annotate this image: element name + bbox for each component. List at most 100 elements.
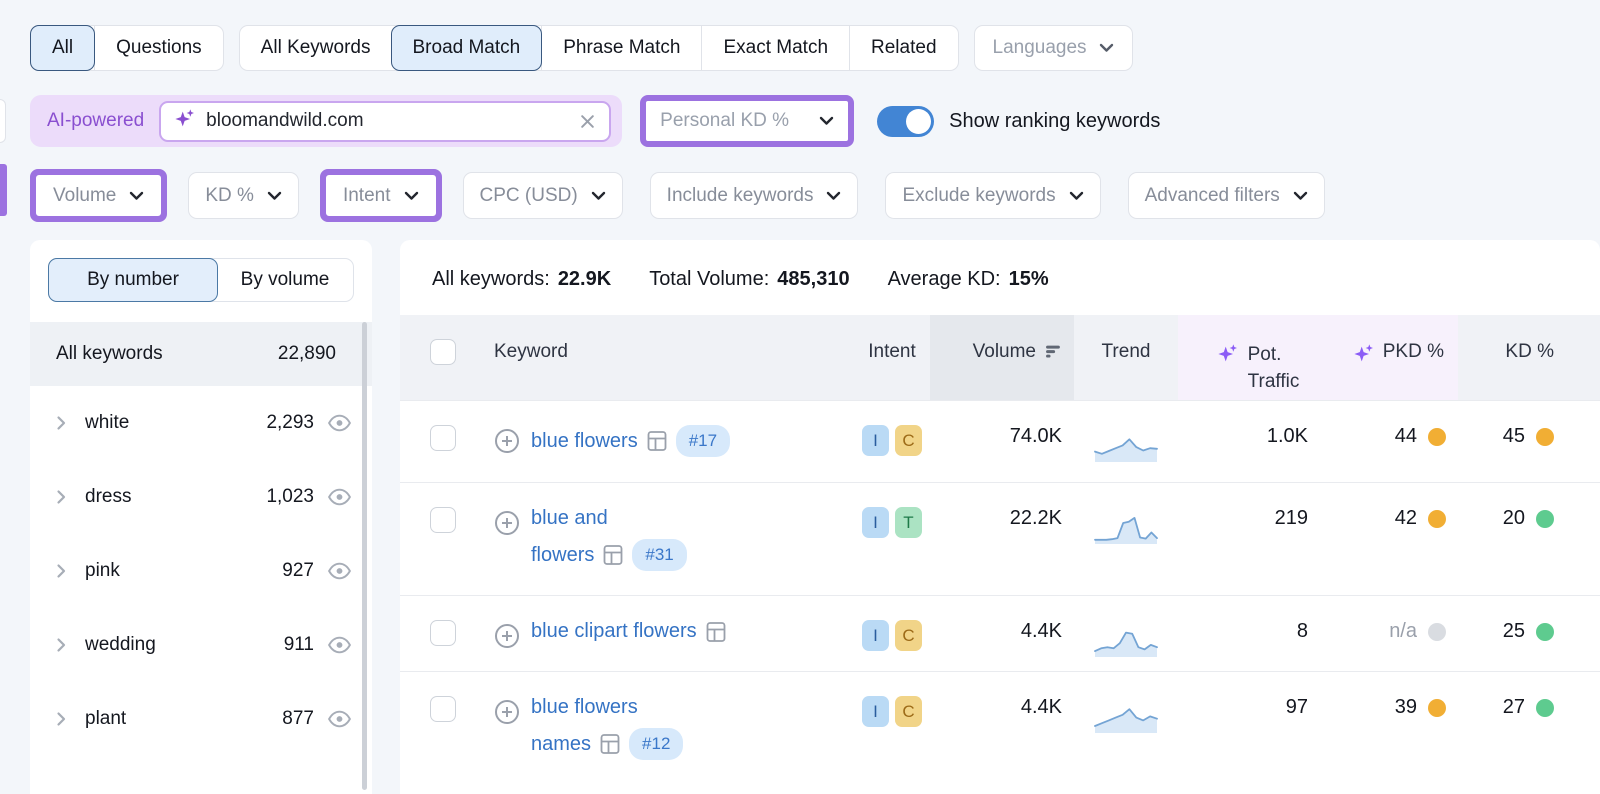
- keyword-link[interactable]: blue clipart flowers: [531, 620, 697, 642]
- column-header-keyword[interactable]: Keyword: [494, 341, 568, 362]
- chevron-right-icon[interactable]: [56, 489, 66, 505]
- eye-icon[interactable]: [327, 636, 352, 654]
- column-header-trend[interactable]: Trend: [1101, 341, 1151, 362]
- languages-dropdown[interactable]: Languages: [973, 25, 1133, 71]
- personal-kd-annotation-box: Personal KD %: [640, 95, 855, 147]
- serp-features-icon[interactable]: [600, 733, 620, 755]
- tab-questions[interactable]: Questions: [94, 26, 223, 70]
- row-checkbox-cell: [430, 507, 494, 533]
- tab-broad-match[interactable]: Broad Match: [390, 25, 543, 71]
- keyword-cell: blue flowers #17 #17: [494, 425, 854, 457]
- tab-group-match-type: All Keywords Broad Match Phrase Match Exact…: [238, 25, 959, 71]
- keyword-link-line2[interactable]: names: [531, 732, 592, 755]
- serp-features-icon[interactable]: [603, 544, 623, 566]
- kd-difficulty-dot: [1536, 427, 1554, 446]
- show-ranking-keywords-toggle[interactable]: [877, 105, 935, 137]
- eye-icon[interactable]: [327, 488, 352, 506]
- search-input[interactable]: bloomandwild.com: [159, 100, 612, 142]
- keyword-table-row: blue flowers #17 #17 IC 74.0K 1.0K 44 45: [400, 400, 1600, 482]
- row-checkbox[interactable]: [430, 620, 456, 646]
- keyword-link[interactable]: blue flowers: [531, 429, 638, 452]
- volume-cell: 74.0K: [1009, 425, 1062, 447]
- filter-dropdown-advanced-filters[interactable]: Advanced filters: [1127, 172, 1325, 219]
- summary-total-volume: Total Volume: 485,310: [649, 268, 850, 290]
- chevron-right-icon[interactable]: [56, 415, 66, 431]
- group-label: dress: [85, 486, 132, 507]
- sidebar-sort-tabs: By number By volume: [48, 258, 354, 302]
- sidebar-group-white[interactable]: white 2,293: [30, 386, 372, 460]
- chevron-right-icon[interactable]: [56, 711, 66, 727]
- column-header-volume[interactable]: Volume: [930, 315, 1074, 400]
- chevron-right-icon[interactable]: [56, 563, 66, 579]
- filter-annotation-box: CPC (USD): [457, 166, 629, 225]
- keyword-groups-sidebar: By number By volume All keywords 22,890 w…: [30, 240, 372, 794]
- all-keywords-label: All keywords: [56, 343, 163, 364]
- add-keyword-icon[interactable]: [494, 699, 520, 725]
- sidebar-tab-by-number[interactable]: By number: [48, 258, 218, 302]
- table-header: Keyword Intent Volume Trend Pot. Traffic …: [400, 315, 1600, 400]
- pkd-difficulty-dot: [1428, 427, 1446, 446]
- keywords-table-card: All keywords: 22.9K Total Volume: 485,310 …: [400, 240, 1600, 794]
- chevron-down-icon: [1293, 185, 1308, 207]
- serp-features-icon[interactable]: [706, 621, 726, 643]
- tab-related[interactable]: Related: [849, 26, 958, 70]
- group-count: 1,023: [266, 486, 314, 507]
- pkd-difficulty-dot: [1428, 622, 1446, 641]
- sidebar-scrollbar[interactable]: [362, 322, 367, 790]
- group-count: 2,293: [266, 412, 314, 433]
- column-header-pot-traffic[interactable]: Pot. Traffic: [1178, 315, 1338, 400]
- sidebar-group-dress[interactable]: dress 1,023: [30, 460, 372, 534]
- filter-dropdown-kd[interactable]: KD %: [188, 172, 299, 219]
- tab-all[interactable]: All: [30, 25, 96, 71]
- serp-features-icon[interactable]: [647, 430, 667, 452]
- row-checkbox[interactable]: [430, 696, 456, 722]
- kd-cell: 45: [1458, 425, 1570, 448]
- ranking-position-badge[interactable]: #17: [675, 425, 731, 457]
- keyword-cell: blue and #31 flowers #31: [494, 507, 854, 571]
- sidebar-group-pink[interactable]: pink 927: [30, 534, 372, 608]
- sidebar-all-keywords-row[interactable]: All keywords 22,890: [30, 322, 372, 386]
- table-body: blue flowers #17 #17 IC 74.0K 1.0K 44 45: [400, 400, 1600, 794]
- sort-descending-icon: [1045, 344, 1062, 359]
- tab-phrase-match[interactable]: Phrase Match: [541, 26, 701, 70]
- filter-dropdown-volume[interactable]: Volume: [36, 175, 162, 216]
- eye-icon[interactable]: [327, 414, 352, 432]
- volume-cell: 22.2K: [1009, 507, 1062, 529]
- pkd-cell: 39: [1338, 696, 1458, 719]
- keyword-link[interactable]: blue and: [531, 507, 608, 529]
- filter-dropdown-exclude-keywords[interactable]: Exclude keywords: [885, 172, 1101, 219]
- row-checkbox[interactable]: [430, 425, 456, 451]
- personal-kd-dropdown[interactable]: Personal KD %: [646, 101, 848, 141]
- row-checkbox[interactable]: [430, 507, 456, 533]
- sidebar-tab-by-volume[interactable]: By volume: [240, 269, 330, 290]
- group-count: 927: [282, 560, 314, 581]
- intent-badge-i: I: [862, 507, 889, 538]
- tab-exact-match[interactable]: Exact Match: [701, 26, 849, 70]
- column-header-kd[interactable]: KD %: [1505, 341, 1554, 362]
- filter-dropdown-include-keywords[interactable]: Include keywords: [649, 172, 859, 219]
- chevron-down-icon: [819, 116, 834, 126]
- eye-icon[interactable]: [327, 562, 352, 580]
- ranking-position-badge[interactable]: #31: [632, 539, 687, 571]
- sidebar-group-plant[interactable]: plant 877: [30, 682, 372, 756]
- filter-dropdown-intent[interactable]: Intent: [325, 175, 436, 216]
- clear-search-icon[interactable]: [579, 113, 596, 130]
- chevron-down-icon: [591, 185, 606, 207]
- add-keyword-icon[interactable]: [494, 510, 520, 536]
- potential-traffic-cell: 97: [1285, 696, 1308, 718]
- sidebar-group-wedding[interactable]: wedding 911: [30, 608, 372, 682]
- keyword-link[interactable]: blue flowers: [531, 696, 638, 718]
- filter-dropdown-cpc-usd[interactable]: CPC (USD): [462, 172, 623, 219]
- column-header-intent[interactable]: Intent: [868, 341, 916, 362]
- keyword-link-line2[interactable]: flowers: [531, 543, 595, 566]
- add-keyword-icon[interactable]: [494, 623, 520, 649]
- intent-badge-c: C: [895, 620, 922, 651]
- chevron-right-icon[interactable]: [56, 637, 66, 653]
- select-all-checkbox[interactable]: [430, 339, 456, 365]
- tab-all-keywords[interactable]: All Keywords: [260, 37, 371, 58]
- column-header-pkd[interactable]: PKD %: [1338, 315, 1458, 400]
- ranking-position-badge[interactable]: #12: [629, 728, 684, 760]
- add-keyword-icon[interactable]: [494, 428, 520, 454]
- eye-icon[interactable]: [327, 710, 352, 728]
